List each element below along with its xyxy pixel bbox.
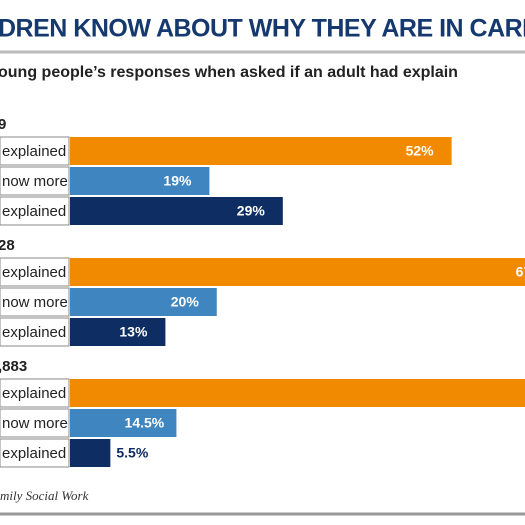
group-label: ,883 xyxy=(0,358,27,375)
category-label: explained xyxy=(2,264,66,281)
category-label: now more xyxy=(2,415,68,432)
label-box xyxy=(0,408,70,438)
value-label: 14.5% xyxy=(125,415,165,431)
chart-title: DREN KNOW ABOUT WHY THEY ARE IN CARE xyxy=(0,15,525,43)
bar xyxy=(70,288,217,316)
value-label: 19% xyxy=(163,173,192,189)
value-label: 13% xyxy=(119,324,148,340)
category-label: explained xyxy=(2,445,66,462)
group-label: 9 xyxy=(0,116,6,133)
label-box xyxy=(0,438,70,468)
bar xyxy=(70,379,525,407)
category-label: now more xyxy=(2,294,68,311)
chart-subtitle: oung people’s responses when asked if an… xyxy=(0,64,458,81)
category-label: explained xyxy=(2,324,66,341)
value-label: 5.5% xyxy=(116,445,148,461)
value-label: 29% xyxy=(237,203,266,219)
bar xyxy=(70,197,283,225)
label-box xyxy=(0,136,70,166)
label-box xyxy=(0,196,70,226)
label-box xyxy=(0,257,70,287)
bar xyxy=(70,137,452,165)
category-label: explained xyxy=(2,143,66,160)
bar xyxy=(70,409,177,437)
category-label: explained xyxy=(2,385,66,402)
bar xyxy=(70,439,111,467)
category-label: now more xyxy=(2,173,68,190)
bar xyxy=(70,258,525,286)
label-box xyxy=(0,166,70,196)
bar xyxy=(70,318,166,346)
label-box xyxy=(0,287,70,317)
value-label: 52% xyxy=(406,143,435,159)
value-label: 20% xyxy=(171,294,200,310)
category-label: explained xyxy=(2,203,66,220)
label-box xyxy=(0,378,70,408)
value-label: 67% xyxy=(516,264,525,280)
bar xyxy=(70,167,210,195)
group-label: 28 xyxy=(0,237,15,254)
label-box xyxy=(0,317,70,347)
source: mily Social Work xyxy=(0,488,89,503)
